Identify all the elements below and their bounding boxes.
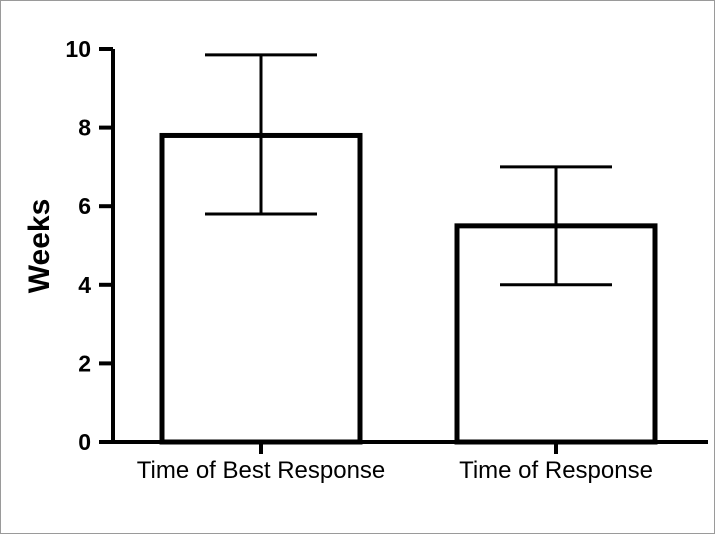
- error-bars: [205, 53, 612, 287]
- y-tick-label-1: 2: [78, 350, 91, 376]
- y-tick-label-2: 4: [78, 272, 91, 298]
- bars: [159, 132, 658, 445]
- y-axis-title: Weeks: [23, 199, 56, 294]
- y-tick-label-5: 10: [65, 36, 91, 62]
- x-tick-label-1: Time of Response: [459, 457, 653, 484]
- tick-labels: 0 2 4 6 8 10 Time of Best Response Time of Resp…: [65, 36, 653, 484]
- y-tick-label-0: 0: [78, 429, 91, 455]
- y-tick-label-3: 6: [78, 193, 91, 219]
- x-tick-label-0: Time of Best Response: [137, 457, 386, 484]
- y-tick-label-4: 8: [78, 115, 91, 141]
